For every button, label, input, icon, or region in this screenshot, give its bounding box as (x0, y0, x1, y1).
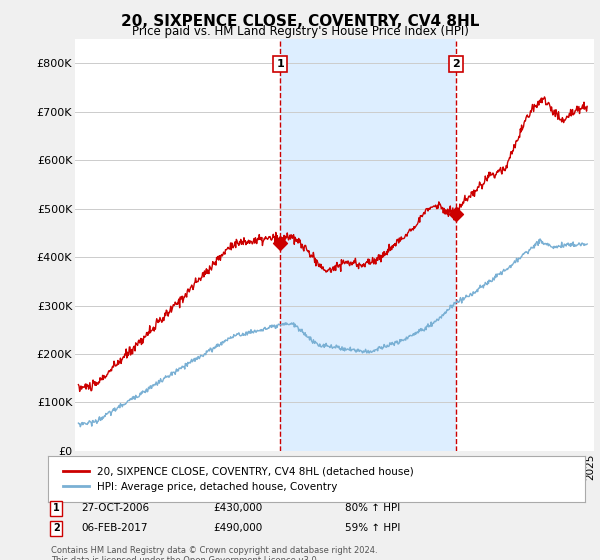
Text: 20, SIXPENCE CLOSE, COVENTRY, CV4 8HL: 20, SIXPENCE CLOSE, COVENTRY, CV4 8HL (121, 14, 479, 29)
Text: 06-FEB-2017: 06-FEB-2017 (81, 523, 148, 533)
Text: 27-OCT-2006: 27-OCT-2006 (81, 503, 149, 514)
Point (275, 238, 285, 247)
Text: Price paid vs. HM Land Registry's House Price Index (HPI): Price paid vs. HM Land Registry's House … (131, 25, 469, 38)
Text: Contains HM Land Registry data © Crown copyright and database right 2024.
This d: Contains HM Land Registry data © Crown c… (51, 546, 377, 560)
Text: 1: 1 (53, 503, 59, 514)
Point (451, 209, 461, 218)
Text: £430,000: £430,000 (213, 503, 262, 514)
Text: 1: 1 (277, 59, 284, 69)
Text: 80% ↑ HPI: 80% ↑ HPI (345, 503, 400, 514)
Legend: 20, SIXPENCE CLOSE, COVENTRY, CV4 8HL (detached house), HPI: Average price, deta: 20, SIXPENCE CLOSE, COVENTRY, CV4 8HL (d… (59, 463, 418, 496)
Bar (280, 39, 456, 451)
Text: 59% ↑ HPI: 59% ↑ HPI (345, 523, 400, 533)
Text: 2: 2 (452, 59, 460, 69)
Text: £490,000: £490,000 (213, 523, 262, 533)
Text: 2: 2 (53, 523, 59, 533)
